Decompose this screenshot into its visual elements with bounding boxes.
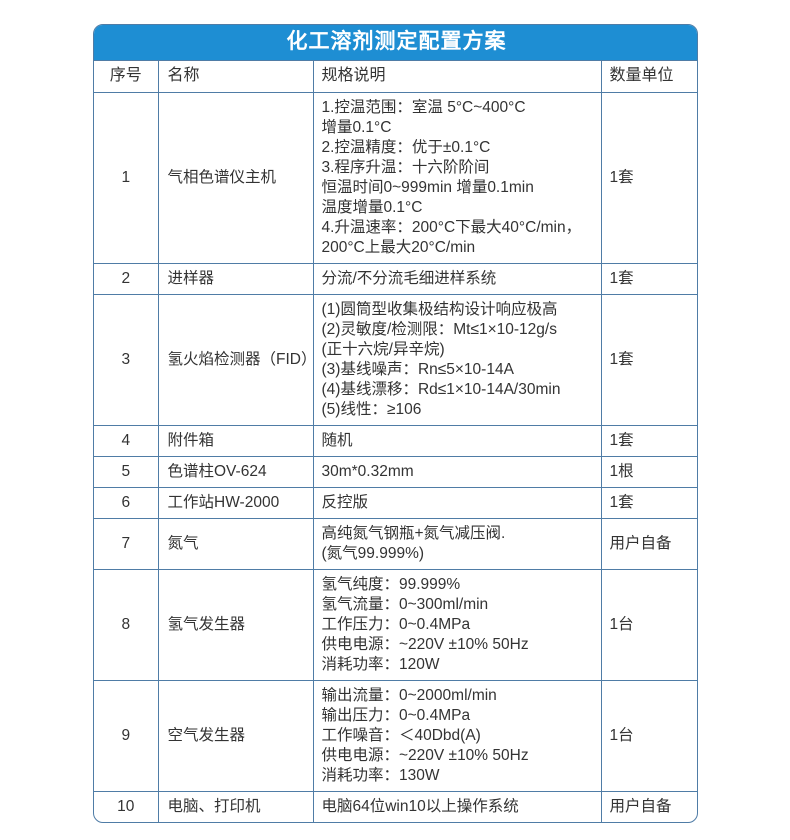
item-spec-cell: 随机 <box>313 425 602 457</box>
item-qty-unit-cell: 1套 <box>601 425 697 457</box>
config-table: 化工溶剂测定配置方案 序号 名称 规格说明 数量单位 1 气相色谱仪主机 1.控… <box>94 25 697 822</box>
item-spec-cell: (1)圆筒型收集极结构设计响应极高 (2)灵敏度/检测限：Mt≤1×10-12g… <box>313 294 602 426</box>
item-qty-unit-cell: 用户自备 <box>601 518 697 570</box>
item-spec-cell: 30m*0.32mm <box>313 456 602 488</box>
table-row: 2 进样器 分流/不分流毛细进样系统 1套 <box>94 263 697 295</box>
item-spec-cell: 反控版 <box>313 487 602 519</box>
item-spec-cell: 分流/不分流毛细进样系统 <box>313 263 602 295</box>
item-name-cell: 氢火焰检测器（FID） <box>158 294 316 426</box>
table-row: 7 氮气 高纯氮气钢瓶+氮气减压阀. (氮气99.999%) 用户自备 <box>94 518 697 570</box>
table-title: 化工溶剂测定配置方案 <box>94 25 697 61</box>
col-header-qty-unit: 数量单位 <box>601 60 697 93</box>
item-spec-cell: 氢气纯度：99.999% 氢气流量：0~300ml/min 工作压力：0~0.4… <box>313 569 602 681</box>
row-index-cell: 9 <box>94 680 159 792</box>
item-name-cell: 进样器 <box>158 263 314 295</box>
title-row: 化工溶剂测定配置方案 <box>94 25 697 61</box>
col-header-spec: 规格说明 <box>313 60 602 93</box>
item-name-cell: 空气发生器 <box>158 680 314 792</box>
item-qty-unit-cell: 1根 <box>601 456 697 488</box>
table-row: 6 工作站HW-2000 反控版 1套 <box>94 487 697 519</box>
table-row: 4 附件箱 随机 1套 <box>94 425 697 457</box>
table-row: 1 气相色谱仪主机 1.控温范围：室温 5°C~400°C 增量0.1°C 2.… <box>94 92 697 264</box>
item-spec-cell: 输出流量：0~2000ml/min 输出压力：0~0.4MPa 工作噪音：＜40… <box>313 680 602 792</box>
item-name-cell: 氢气发生器 <box>158 569 314 681</box>
item-name-cell: 附件箱 <box>158 425 314 457</box>
item-spec-cell: 电脑64位win10以上操作系统 <box>313 791 602 822</box>
item-name-cell: 电脑、打印机 <box>158 791 314 822</box>
item-qty-unit-cell: 1套 <box>601 294 697 426</box>
row-index-cell: 8 <box>94 569 159 681</box>
item-qty-unit-cell: 用户自备 <box>609 797 672 815</box>
row-index-cell: 6 <box>94 487 159 519</box>
item-spec-cell: 1.控温范围：室温 5°C~400°C 增量0.1°C 2.控温精度：优于±0.… <box>313 92 602 264</box>
table-row: 8 氢气发生器 氢气纯度：99.999% 氢气流量：0~300ml/min 工作… <box>94 569 697 681</box>
row-index-cell: 1 <box>94 92 159 264</box>
row-index-cell: 2 <box>94 263 159 295</box>
table-row: 9 空气发生器 输出流量：0~2000ml/min 输出压力：0~0.4MPa … <box>94 680 697 792</box>
table-row: 5 色谱柱OV-624 30m*0.32mm 1根 <box>94 456 697 488</box>
item-name-cell: 气相色谱仪主机 <box>158 92 314 264</box>
item-name-cell: 色谱柱OV-624 <box>158 456 314 488</box>
row-index-cell: 4 <box>94 425 159 457</box>
item-qty-unit-cell: 1套 <box>601 263 697 295</box>
item-spec-cell: 高纯氮气钢瓶+氮气减压阀. (氮气99.999%) <box>313 518 602 570</box>
item-name-cell: 氮气 <box>158 518 314 570</box>
column-header-row: 序号 名称 规格说明 数量单位 <box>94 60 697 93</box>
row-index-cell: 5 <box>94 456 159 488</box>
table-row: 3 氢火焰检测器（FID） (1)圆筒型收集极结构设计响应极高 (2)灵敏度/检… <box>94 294 697 426</box>
table-row: 10 电脑、打印机 电脑64位win10以上操作系统 用户自备 <box>94 791 697 822</box>
col-header-name: 名称 <box>158 60 314 93</box>
item-qty-unit-cell: 1台 <box>601 569 697 681</box>
item-qty-unit-cell: 1台 <box>601 680 697 792</box>
item-name-cell: 工作站HW-2000 <box>158 487 314 519</box>
config-table-card: 化工溶剂测定配置方案 序号 名称 规格说明 数量单位 1 气相色谱仪主机 1.控… <box>93 24 698 823</box>
item-qty-unit-cell: 1套 <box>601 92 697 264</box>
item-qty-unit-cell: 1套 <box>601 487 697 519</box>
col-header-index: 序号 <box>94 60 159 93</box>
row-index-cell: 10 <box>94 791 159 822</box>
row-index-cell: 7 <box>94 518 159 570</box>
row-index-cell: 3 <box>94 294 159 426</box>
